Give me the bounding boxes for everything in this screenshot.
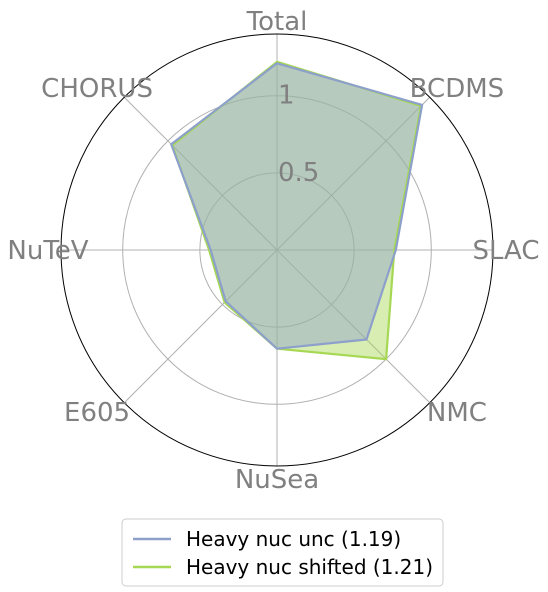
- axis-label-nutev: NuTeV: [7, 236, 88, 266]
- radial-tick-label-1: 1: [278, 81, 295, 111]
- axis-label-total: Total: [246, 7, 308, 37]
- legend: Heavy nuc unc (1.19) Heavy nuc shifted (…: [122, 519, 443, 586]
- axis-label-nmc: NMC: [427, 398, 487, 428]
- radar-series: [171, 62, 422, 359]
- radial-tick-label-0: 0.5: [278, 158, 319, 188]
- legend-label-series-1: Heavy nuc shifted (1.21): [186, 555, 433, 579]
- axis-label-e605: E605: [64, 398, 130, 428]
- legend-label-series-0: Heavy nuc unc (1.19): [186, 527, 401, 551]
- axis-label-chorus: CHORUS: [41, 74, 153, 104]
- axis-label-slac: SLAC: [472, 236, 539, 266]
- axis-label-bcdms: BCDMS: [410, 74, 505, 104]
- axis-label-nusea: NuSea: [235, 465, 319, 495]
